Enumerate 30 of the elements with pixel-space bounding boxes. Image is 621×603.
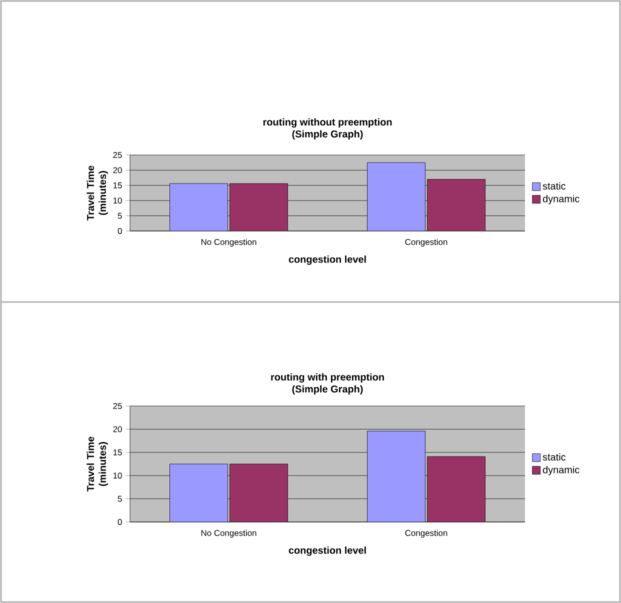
x-tick-label: Congestion [405,530,448,538]
chart-title: routing without preemption [263,118,392,128]
chart-subtitle: (Simple Graph) [292,130,363,140]
y-tick-label: 5 [118,212,122,219]
legend-label: static [542,182,566,190]
x-tick-label: Congestion [405,238,448,247]
y-tick-label: 20 [113,167,122,174]
bar [170,464,228,522]
y-tick-label: 25 [113,152,122,158]
y-tick-label: 10 [113,198,122,204]
y-tick-label: 25 [113,402,122,409]
x-axis-title: congestion level [288,255,366,265]
y-tick-label: 15 [113,182,122,188]
y-tick-label: 5 [118,496,122,502]
y-tick-label: 10 [113,472,122,479]
x-tick-label: No Congestion [201,530,256,538]
y-tick-label: 20 [113,426,122,432]
chart-title: routing with preemption [271,373,384,383]
legend-label: dynamic [542,194,580,204]
x-tick-label: No Congestion [201,238,256,247]
bar [367,430,426,522]
chart-subtitle: (Simple Graph) [292,385,363,394]
y-axis-title: Travel Time (minutes) [86,436,108,492]
y-axis-title: Travel Time (minutes) [86,166,108,220]
y-tick-label: 0 [118,228,122,234]
y-tick-label: 15 [113,449,122,456]
legend-label: static [542,453,566,461]
y-tick-label: 0 [118,518,122,525]
legend-label: dynamic [542,466,580,476]
x-axis-title: congestion level [288,546,366,556]
